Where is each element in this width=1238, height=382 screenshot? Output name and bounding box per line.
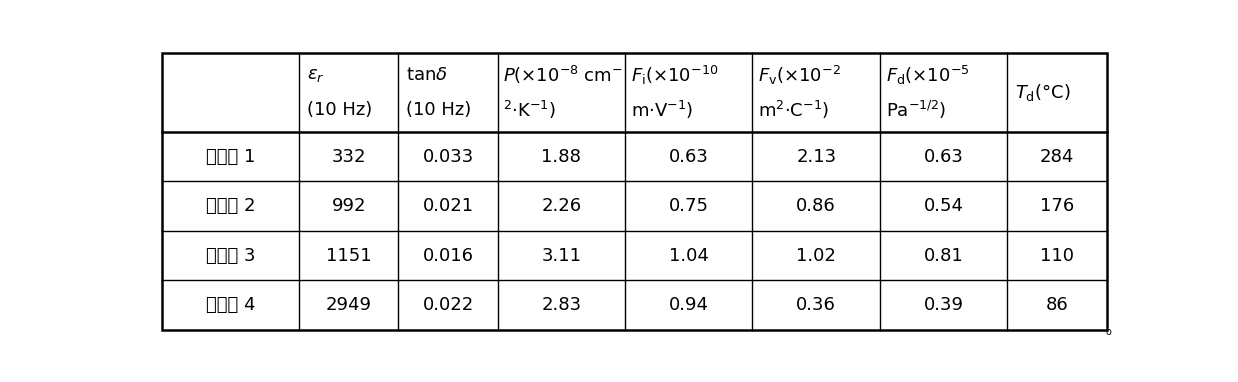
Text: $F_\mathregular{i}$($\times$10$^{-10}$: $F_\mathregular{i}$($\times$10$^{-10}$ [631,64,718,87]
Text: m$\cdot$V$^{-1}$): m$\cdot$V$^{-1}$) [631,99,693,121]
Text: $^{2}$$\cdot$K$^{-1}$): $^{2}$$\cdot$K$^{-1}$) [504,99,556,121]
Text: 176: 176 [1040,197,1075,215]
Text: (10 Hz): (10 Hz) [307,101,373,119]
Text: o: o [1106,327,1112,337]
Text: 1.88: 1.88 [541,148,582,166]
Text: 实施例 4: 实施例 4 [206,296,255,314]
Text: 0.36: 0.36 [796,296,836,314]
Text: 2.13: 2.13 [796,148,837,166]
Text: 实施例 3: 实施例 3 [206,246,255,265]
Text: 0.63: 0.63 [669,148,708,166]
Text: 0.63: 0.63 [924,148,963,166]
Text: 332: 332 [332,148,366,166]
Text: 1.02: 1.02 [796,246,836,265]
Text: 实施例 2: 实施例 2 [206,197,255,215]
Text: 3.11: 3.11 [541,246,582,265]
Text: 0.94: 0.94 [669,296,709,314]
Text: 2.26: 2.26 [541,197,582,215]
Text: tan$\delta$: tan$\delta$ [406,66,448,84]
Text: Pa$^{-1/2}$): Pa$^{-1/2}$) [885,99,946,121]
Text: 0.75: 0.75 [669,197,709,215]
Text: 0.81: 0.81 [924,246,963,265]
Text: m$^{2}$$\cdot$C$^{-1}$): m$^{2}$$\cdot$C$^{-1}$) [758,99,829,121]
Text: 0.033: 0.033 [422,148,474,166]
Text: 0.54: 0.54 [924,197,963,215]
Text: 2949: 2949 [326,296,371,314]
Text: $P$($\times$10$^{-8}$ cm$^{-}$: $P$($\times$10$^{-8}$ cm$^{-}$ [504,64,623,86]
Text: (10 Hz): (10 Hz) [406,101,472,119]
Text: 1151: 1151 [326,246,371,265]
Text: 0.39: 0.39 [924,296,963,314]
Text: 1.04: 1.04 [669,246,708,265]
Text: $F_\mathregular{v}$($\times$10$^{-2}$: $F_\mathregular{v}$($\times$10$^{-2}$ [758,64,841,87]
Text: 284: 284 [1040,148,1075,166]
Text: $T_\mathregular{d}$(°C): $T_\mathregular{d}$(°C) [1015,82,1071,103]
Text: 2.83: 2.83 [541,296,582,314]
Text: 0.021: 0.021 [422,197,474,215]
Text: 0.86: 0.86 [796,197,836,215]
Text: $F_\mathregular{d}$($\times$10$^{-5}$: $F_\mathregular{d}$($\times$10$^{-5}$ [885,64,969,87]
Text: 0.016: 0.016 [422,246,473,265]
Text: 992: 992 [332,197,366,215]
Text: 0.022: 0.022 [422,296,474,314]
Text: $\varepsilon_\mathregular{r}$: $\varepsilon_\mathregular{r}$ [307,66,324,84]
Text: 实施例 1: 实施例 1 [207,148,255,166]
Text: 86: 86 [1046,296,1068,314]
Text: 110: 110 [1040,246,1073,265]
